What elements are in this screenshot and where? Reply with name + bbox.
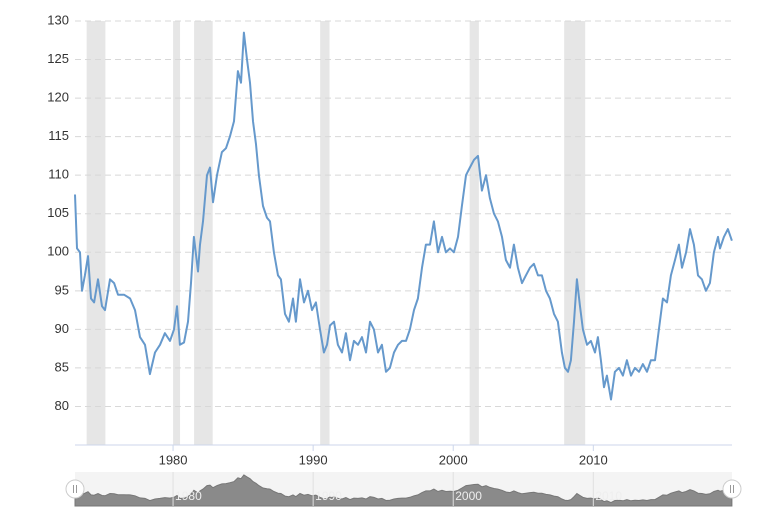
navigator-handle-left[interactable] (65, 479, 85, 499)
recession-band (320, 21, 330, 445)
y-tick-label: 120 (47, 90, 69, 105)
recession-band (469, 21, 479, 445)
y-tick-label: 105 (47, 205, 69, 220)
y-tick-label: 90 (55, 321, 69, 336)
handle[interactable] (65, 479, 85, 499)
y-tick-label: 85 (55, 359, 69, 374)
recession-band (173, 21, 181, 445)
y-tick-label: 80 (55, 398, 69, 413)
x-tick-label: 1980 (159, 452, 188, 467)
navigator-handle-right[interactable] (722, 479, 742, 499)
x-tick-label: 2000 (439, 452, 468, 467)
navigator: 1980 1990 2000 2010 (74, 472, 733, 507)
y-tick-label: 95 (55, 282, 69, 297)
x-tick-label: 1990 (299, 452, 328, 467)
y-tick-label: 130 (47, 12, 69, 27)
data-line (74, 31, 733, 401)
recession-band (564, 21, 586, 445)
x-tick-label: 2010 (579, 452, 608, 467)
recession-band (194, 21, 213, 445)
navigator-area (74, 474, 733, 507)
navigator-tick-label: 2010 (595, 489, 622, 503)
y-tick-label: 110 (48, 167, 69, 182)
plot-area: 80 85 90 95 100 105 110 115 120 125 130 1980 1990 200… (47, 12, 733, 467)
navigator-tick-label: 1990 (315, 489, 342, 503)
y-tick-label: 115 (48, 128, 69, 143)
navigator-tick-label: 1980 (175, 489, 202, 503)
y-tick-label: 100 (47, 244, 69, 259)
handle[interactable] (722, 479, 742, 499)
recession-band (86, 21, 106, 445)
y-tick-label: 125 (47, 51, 69, 66)
navigator-tick-label: 2000 (455, 489, 482, 503)
